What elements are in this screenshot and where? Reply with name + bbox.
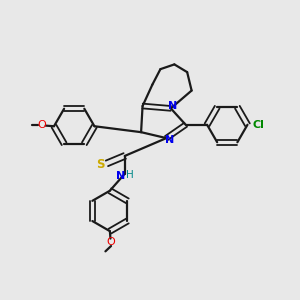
Text: N: N — [168, 101, 177, 111]
Text: H: H — [126, 170, 134, 180]
Text: Cl: Cl — [253, 120, 265, 130]
Text: N: N — [165, 136, 174, 146]
Text: N: N — [116, 171, 125, 181]
Text: O: O — [107, 237, 116, 248]
Text: S: S — [96, 158, 105, 171]
Text: O: O — [37, 120, 46, 130]
